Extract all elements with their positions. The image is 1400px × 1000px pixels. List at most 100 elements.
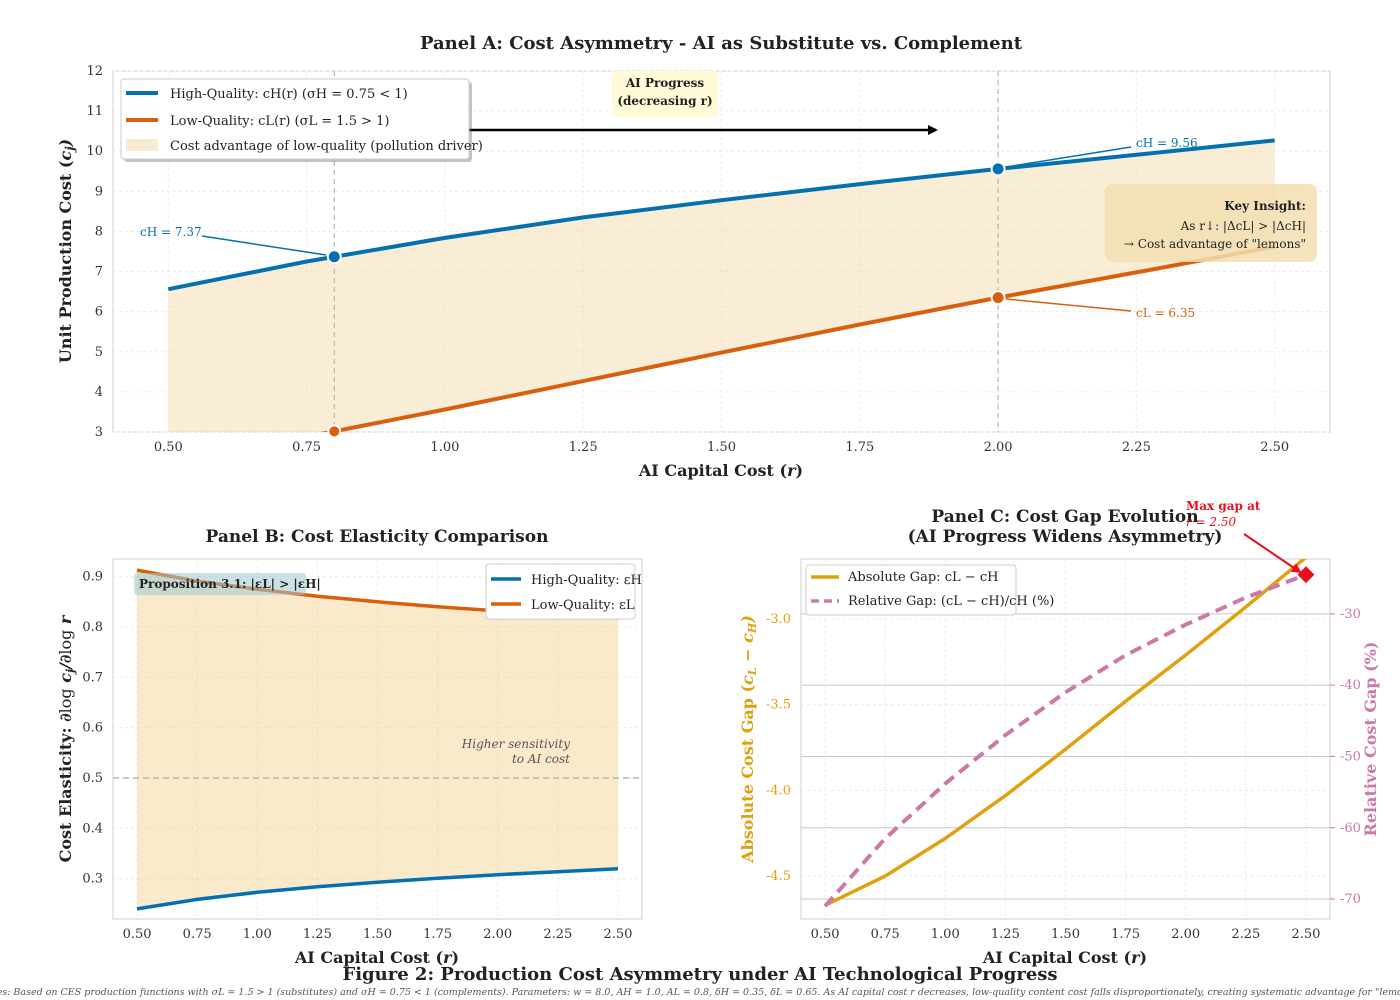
panel-b-xlabel: AI Capital Cost (r) (294, 948, 459, 967)
panel-b-legend: High-Quality: εH Low-Quality: εL (485, 563, 642, 620)
panel-b-ylabel: Cost Elasticity: ∂log cj/∂log r (56, 614, 77, 862)
panel-c-legend: Absolute Gap: cL − cH Relative Gap: (cL … (805, 564, 1054, 616)
x-tick-label: 0.50 (154, 440, 183, 455)
x-tick-label: 1.25 (569, 440, 598, 455)
legend-swatch-fill (126, 139, 158, 151)
panel-a-xticks: 0.50 0.75 1.00 1.25 1.50 1.75 2.00 2.25 2.50 (154, 440, 1289, 455)
figure-title: Figure 2: Production Cost Asymmetry unde… (342, 964, 1057, 985)
panel-c-max-label-1: Max gap at (1186, 499, 1261, 513)
panel-c-xticks: 0.50 0.75 1.00 1.25 1.50 1.75 2.00 2.25 2.50 (811, 927, 1321, 942)
y2-tick-label: -50 (1340, 749, 1361, 764)
x-tick-label: 2.00 (483, 927, 512, 942)
x-tick-label: 0.75 (292, 440, 321, 455)
x-tick-label: 1.00 (430, 440, 459, 455)
panel-a-ylabel: Unit Production Cost (cj) (56, 139, 77, 363)
x-tick-label: 2.50 (1291, 927, 1320, 942)
panel-b-title: Panel B: Cost Elasticity Comparison (206, 527, 549, 547)
y2-tick-label: -60 (1340, 821, 1361, 836)
y-tick-label: -3.5 (766, 698, 791, 713)
y-tick-label: -3.0 (766, 612, 791, 627)
panel-a-insight-line1: As r↓: |ΔcL| > |ΔcH| (1180, 219, 1306, 233)
panel-a-arrow-label-box (612, 71, 718, 117)
x-tick-label: 1.25 (303, 927, 332, 942)
x-tick-label: 0.50 (123, 927, 152, 942)
x-tick-label: 1.50 (707, 440, 736, 455)
panel-c-relative-gap-line (823, 572, 1307, 908)
y-tick-label: 0.6 (82, 721, 103, 736)
panel-c-max-marker (1297, 566, 1315, 584)
panel-c-yticks-right: -70 -60 -50 -40 -30 (1330, 607, 1361, 907)
x-tick-label: 1.50 (363, 927, 392, 942)
panel-a-ann-h2-leader (1005, 146, 1132, 168)
panel-a-legend: High-Quality: cH(r) (σH = 0.75 < 1) Low-… (120, 78, 483, 162)
panel-a-title: Panel A: Cost Asymmetry - AI as Substitu… (420, 33, 1023, 54)
panel-a: Panel A: Cost Asymmetry - AI as Substitu… (56, 33, 1331, 480)
panel-a-ann-h1-leader (201, 235, 327, 256)
x-tick-label: 2.00 (984, 440, 1013, 455)
panel-a-ann-h1: cH = 7.37 (140, 225, 202, 239)
y-tick-label: 4 (95, 385, 103, 400)
x-tick-label: 1.25 (991, 927, 1020, 942)
panel-c-yticks-left: -4.5 -4.0 -3.5 -3.0 (766, 612, 791, 884)
y-tick-label: 10 (86, 144, 103, 159)
panel-c-grid (801, 559, 1330, 919)
panel-c-absolute-gap-line (824, 559, 1307, 907)
panel-c-ylabel-right: Relative Cost Gap (%) (1361, 642, 1380, 837)
y-tick-label: 6 (95, 305, 103, 320)
x-tick-label: 1.00 (243, 927, 272, 942)
panel-b-fill (137, 570, 618, 909)
panel-a-ann-l2: cL = 6.35 (1136, 306, 1195, 320)
legend-b-low: Low-Quality: εL (531, 598, 635, 613)
x-tick-label: 1.00 (931, 927, 960, 942)
figure-notes: Notes: Based on CES production functions… (0, 987, 1400, 998)
x-tick-label: 2.25 (543, 927, 572, 942)
y-tick-label: 3 (95, 425, 103, 440)
panel-a-ann-h2: cH = 9.56 (1136, 136, 1198, 150)
y-tick-label: 0.4 (82, 821, 103, 836)
panel-b-prop-box (134, 573, 306, 595)
x-tick-label: 0.50 (811, 927, 840, 942)
panel-c: Panel C: Cost Gap Evolution (AI Progress… (738, 499, 1380, 967)
panel-b-prop: Proposition 3.1: |εL| > |εH| (139, 577, 321, 591)
panel-a-insight-line2: → Cost advantage of "lemons" (1124, 237, 1306, 251)
panel-a-marker-h1 (326, 249, 342, 265)
y-tick-label: 11 (86, 104, 103, 119)
legend-fill: Cost advantage of low-quality (pollution… (170, 139, 483, 154)
y-tick-label: 0.3 (82, 872, 103, 887)
y-tick-label: 0.5 (82, 771, 103, 786)
legend-high: High-Quality: cH(r) (σH = 0.75 < 1) (170, 87, 408, 102)
panel-b-high-quality-line (136, 866, 619, 911)
x-tick-label: 1.75 (1111, 927, 1140, 942)
x-tick-label: 2.50 (1260, 440, 1289, 455)
panel-a-marker-h2 (990, 161, 1006, 177)
x-tick-label: 1.75 (845, 440, 874, 455)
legend-c-rel: Relative Gap: (cL − cH)/cH (%) (848, 594, 1054, 609)
y-tick-label: 0.9 (82, 570, 103, 585)
panel-c-ylabel-left: Absolute Cost Gap (cL − cH) (738, 615, 759, 864)
x-tick-label: 0.75 (183, 927, 212, 942)
panel-a-ann-l2-leader (1005, 298, 1132, 312)
x-tick-label: 1.50 (1051, 927, 1080, 942)
x-tick-label: 0.75 (871, 927, 900, 942)
panel-c-max-label-2: r = 2.50 (1186, 515, 1237, 529)
panel-a-xlabel: AI Capital Cost (r) (638, 461, 803, 480)
panel-a-insight-title: Key Insight: (1224, 199, 1306, 213)
panel-b: Panel B: Cost Elasticity Comparison 0.50… (56, 527, 643, 967)
y2-tick-label: -40 (1340, 678, 1361, 693)
y-tick-label: 5 (95, 345, 103, 360)
y-tick-label: 0.7 (82, 670, 103, 685)
panel-a-cost-advantage-fill (168, 140, 1275, 432)
y2-tick-label: -30 (1340, 607, 1361, 622)
legend-b-high: High-Quality: εH (531, 573, 642, 588)
panel-a-arrow-label-1: AI Progress (625, 76, 705, 90)
y-tick-label: -4.0 (766, 783, 791, 798)
y-tick-label: 0.8 (82, 620, 103, 635)
panel-b-note2: to AI cost (512, 752, 570, 766)
x-tick-label: 2.25 (1122, 440, 1151, 455)
panel-a-low-quality-line (320, 244, 1276, 432)
panel-c-title-2: (AI Progress Widens Asymmetry) (908, 527, 1223, 547)
panel-b-note1: Higher sensitivity (461, 737, 570, 751)
y2-tick-label: -70 (1340, 892, 1361, 907)
x-tick-label: 2.00 (1171, 927, 1200, 942)
